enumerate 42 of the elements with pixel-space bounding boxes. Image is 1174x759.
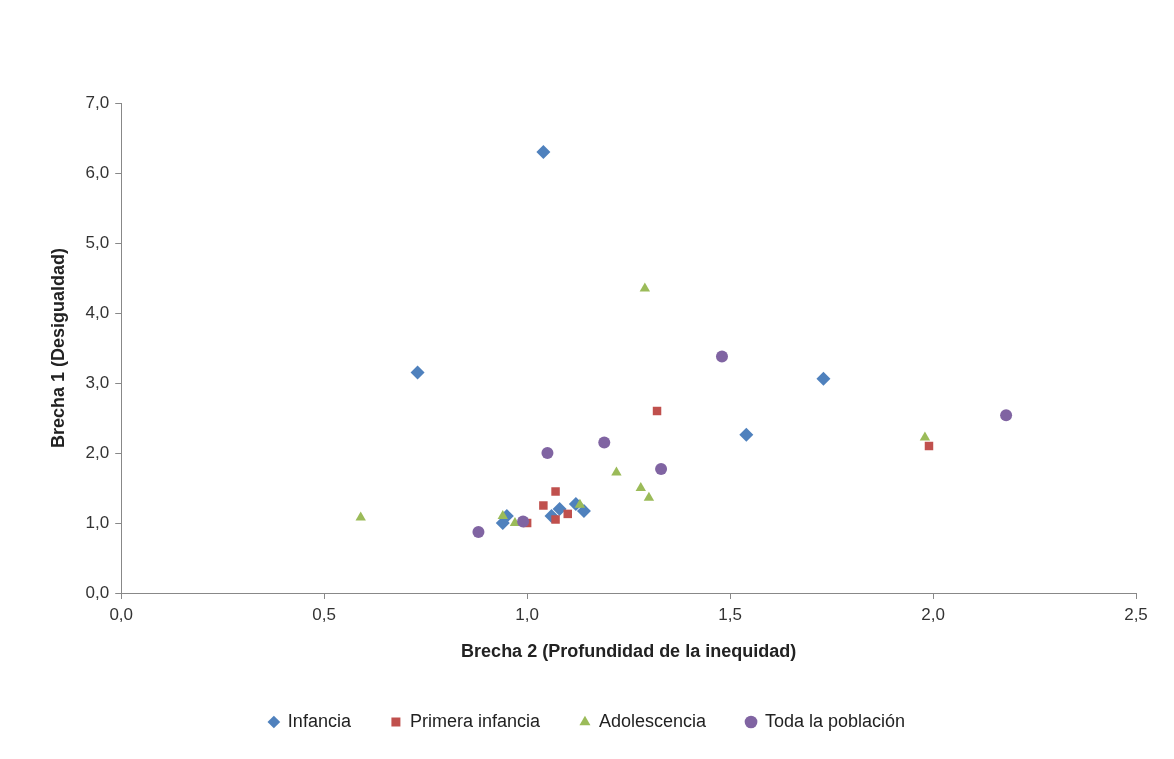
y-tick-label: 0,0 (85, 582, 110, 602)
y-tick-label: 6,0 (85, 162, 110, 182)
point (472, 526, 485, 539)
point (639, 282, 651, 292)
x-tick-label: 2,0 (921, 604, 945, 624)
point (715, 350, 728, 363)
point (816, 371, 831, 386)
point (655, 463, 668, 476)
point (635, 482, 646, 491)
y-tick-label: 7,0 (85, 92, 110, 112)
y-tick-label: 4,0 (85, 302, 110, 322)
point (611, 466, 622, 476)
point (919, 431, 931, 441)
y-axis-title: Brecha 1 (Desigualdad) (47, 247, 68, 449)
point (410, 365, 425, 380)
legend-label: Infancia (287, 710, 352, 731)
x-tick-label: 1,5 (718, 604, 742, 624)
x-tick-label: 1,0 (515, 604, 539, 624)
point (598, 436, 611, 449)
point (1000, 409, 1013, 422)
point (552, 502, 567, 516)
point (739, 427, 754, 442)
y-tick-label: 3,0 (85, 372, 110, 392)
x-tick-label: 0,5 (312, 604, 337, 624)
point (574, 498, 586, 508)
y-tick-label: 1,0 (85, 512, 110, 532)
x-axis-title: Brecha 2 (Profundidad de la inequidad) (461, 641, 797, 662)
x-tick-label: 2,5 (1124, 604, 1148, 624)
y-tick-label: 5,0 (85, 232, 110, 252)
point (539, 501, 548, 510)
point (541, 447, 554, 459)
x-tick-label: 0,0 (109, 604, 134, 624)
legend-label: Toda la población (765, 710, 906, 731)
legend-label: Primera infancia (409, 710, 541, 731)
point (536, 145, 551, 159)
point (643, 491, 655, 501)
point (551, 487, 560, 496)
point (563, 509, 572, 519)
y-tick-label: 2,0 (85, 442, 110, 462)
point (517, 515, 530, 528)
point (497, 510, 508, 519)
legend-label: Adolescencia (598, 710, 708, 731)
